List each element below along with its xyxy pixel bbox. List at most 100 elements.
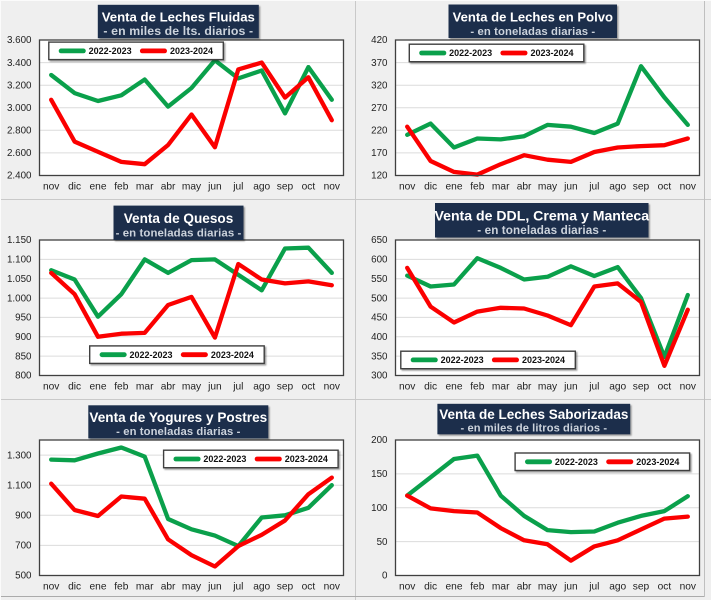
svg-text:ago: ago [253,182,270,193]
svg-text:oct: oct [302,382,316,393]
svg-text:420: 420 [371,35,388,46]
svg-text:jul: jul [232,382,243,393]
svg-text:1.100: 1.100 [7,480,32,491]
svg-text:sep: sep [277,182,294,193]
svg-text:nov: nov [43,182,60,193]
svg-text:0: 0 [382,571,388,582]
svg-text:2023-2024: 2023-2024 [170,46,213,56]
svg-text:ago: ago [253,582,270,593]
svg-text:- en toneladas diarias -: - en toneladas diarias - [116,426,240,438]
svg-text:nov: nov [680,382,697,393]
svg-text:nov: nov [324,582,341,593]
svg-text:feb: feb [114,182,128,193]
svg-text:feb: feb [470,182,484,193]
svg-text:Venta de Quesos: Venta de Quesos [124,211,234,226]
svg-text:abr: abr [161,582,176,593]
svg-text:ene: ene [90,382,107,393]
svg-text:2022-2023: 2022-2023 [130,350,173,360]
svg-text:jun: jun [563,182,578,193]
svg-text:oct: oct [302,182,316,193]
svg-text:- en toneladas diarias -: - en toneladas diarias - [470,26,595,38]
svg-text:300: 300 [371,371,388,382]
svg-text:ene: ene [90,182,107,193]
svg-text:dic: dic [68,182,81,193]
svg-text:oct: oct [658,382,672,393]
svg-text:3.200: 3.200 [7,80,32,91]
svg-text:450: 450 [371,313,388,324]
svg-text:850: 850 [15,351,32,362]
svg-text:jul: jul [232,582,243,593]
svg-text:nov: nov [43,382,60,393]
svg-text:50: 50 [377,537,388,548]
svg-text:2023-2024: 2023-2024 [285,454,328,464]
svg-text:1.000: 1.000 [7,293,32,304]
svg-text:ene: ene [446,382,463,393]
svg-text:jun: jun [563,582,578,593]
svg-text:2023-2024: 2023-2024 [211,350,254,360]
svg-text:may: may [538,582,558,593]
svg-text:nov: nov [324,382,341,393]
svg-text:170: 170 [371,148,388,159]
svg-text:650: 650 [371,235,388,246]
svg-text:900: 900 [15,332,32,343]
svg-text:mar: mar [492,582,510,593]
svg-text:feb: feb [470,582,484,593]
svg-text:mar: mar [136,582,154,593]
svg-text:800: 800 [15,371,32,382]
svg-text:abr: abr [517,582,532,593]
svg-text:600: 600 [371,255,388,266]
svg-text:400: 400 [371,332,388,343]
svg-text:2.600: 2.600 [7,148,32,159]
svg-text:sep: sep [633,582,650,593]
svg-text:oct: oct [658,182,672,193]
svg-text:100: 100 [371,503,388,514]
svg-text:dic: dic [424,582,437,593]
svg-text:370: 370 [371,58,388,69]
svg-text:500: 500 [15,571,32,582]
svg-text:700: 700 [15,541,32,552]
svg-text:2022-2023: 2022-2023 [203,454,246,464]
svg-text:200: 200 [371,435,388,446]
svg-text:sep: sep [633,182,650,193]
svg-text:500: 500 [371,293,388,304]
svg-text:may: may [182,182,202,193]
svg-text:feb: feb [114,382,128,393]
svg-text:jul: jul [232,182,243,193]
svg-text:ago: ago [609,582,626,593]
svg-text:may: may [182,582,202,593]
svg-text:may: may [182,382,202,393]
svg-text:abr: abr [161,382,176,393]
svg-text:sep: sep [633,382,650,393]
svg-text:Venta de Leches Fluidas: Venta de Leches Fluidas [102,10,255,25]
svg-text:900: 900 [15,511,32,522]
svg-text:abr: abr [517,382,532,393]
svg-text:nov: nov [680,582,697,593]
svg-text:ago: ago [609,182,626,193]
svg-text:mar: mar [492,182,510,193]
svg-text:150: 150 [371,469,388,480]
svg-text:120: 120 [371,171,388,182]
svg-text:320: 320 [371,80,388,91]
svg-text:nov: nov [399,182,416,193]
svg-text:1.100: 1.100 [7,255,32,266]
svg-text:nov: nov [324,182,341,193]
svg-text:220: 220 [371,126,388,137]
svg-text:1.150: 1.150 [7,235,32,246]
svg-text:nov: nov [680,182,697,193]
svg-text:2022-2023: 2022-2023 [555,457,598,467]
svg-text:ene: ene [90,582,107,593]
svg-text:nov: nov [399,382,416,393]
svg-text:jun: jun [563,382,578,393]
svg-text:- en toneladas diarias -: - en toneladas diarias - [116,228,242,240]
svg-text:2023-2024: 2023-2024 [522,355,565,365]
svg-text:jun: jun [207,582,222,593]
svg-text:feb: feb [114,582,128,593]
svg-text:3.400: 3.400 [7,58,32,69]
svg-text:oct: oct [302,582,316,593]
svg-text:mar: mar [136,382,154,393]
svg-text:mar: mar [492,382,510,393]
svg-text:3.000: 3.000 [7,103,32,114]
svg-text:may: may [538,182,558,193]
svg-text:feb: feb [470,382,484,393]
svg-text:jul: jul [588,182,599,193]
